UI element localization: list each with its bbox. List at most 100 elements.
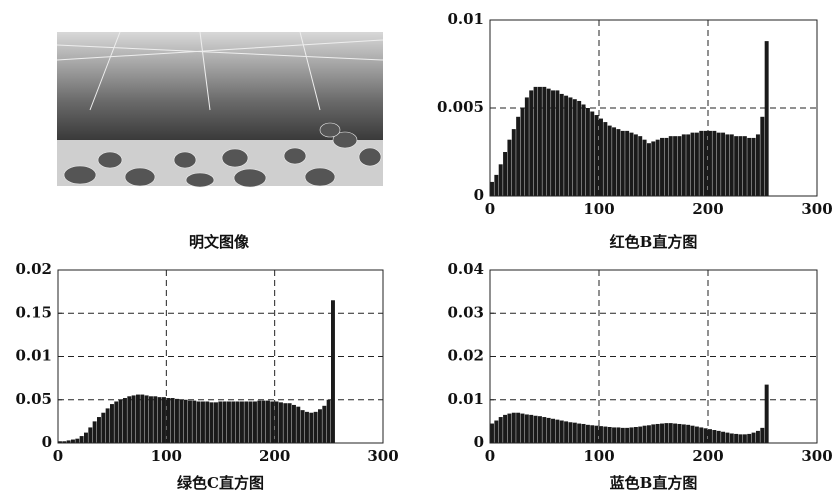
histogram-bar: [594, 425, 599, 443]
histogram-bar: [253, 401, 257, 443]
histogram-bar: [716, 430, 721, 443]
histogram-bar: [699, 130, 704, 196]
histogram-bar: [607, 125, 612, 196]
histogram-bar: [192, 400, 197, 443]
histogram-bar: [559, 93, 564, 196]
histogram-bar: [668, 136, 673, 196]
histogram-bar: [507, 139, 512, 196]
histogram-bar: [266, 400, 270, 443]
histogram-bar: [58, 441, 62, 443]
histogram-bar: [524, 414, 529, 443]
x-tick-label: 200: [259, 447, 290, 465]
histogram-bar: [66, 440, 71, 443]
histogram-bar: [729, 134, 734, 196]
histogram-bar: [533, 415, 538, 443]
histogram-bar: [205, 401, 210, 443]
histogram-bar: [71, 439, 75, 443]
histogram-bar: [607, 426, 612, 443]
histogram-bar: [686, 424, 691, 443]
histogram-bar: [542, 417, 547, 443]
histogram-bar: [755, 430, 760, 443]
histogram-bar: [764, 41, 769, 197]
histogram-bar: [231, 401, 236, 443]
histogram-bar: [620, 427, 625, 443]
histogram-bar: [725, 134, 730, 196]
histogram-bar: [75, 438, 80, 443]
histogram-bar: [222, 401, 227, 443]
histogram-bar: [546, 417, 551, 443]
histogram-bar: [283, 403, 288, 443]
histogram-bar: [572, 99, 577, 196]
histogram-bar: [127, 396, 132, 443]
histogram-bar: [300, 410, 305, 443]
histogram-bar: [529, 414, 534, 443]
chart-title: 绿色C直方图: [177, 474, 264, 492]
histogram-bar: [638, 426, 643, 443]
histogram-bar: [721, 132, 726, 196]
histogram-bar: [751, 432, 756, 443]
x-tick-label: 0: [53, 447, 63, 465]
histogram-bar: [651, 424, 656, 443]
histogram-bar: [140, 394, 145, 443]
histogram-bar: [114, 401, 119, 443]
x-tick-label: 100: [583, 200, 614, 218]
histogram-bar: [498, 417, 503, 443]
histogram-bar: [97, 417, 101, 443]
histogram-bar: [708, 130, 712, 196]
y-tick-label: 0.03: [447, 303, 484, 321]
y-tick-label: 0.01: [15, 347, 52, 365]
histogram-bar: [568, 97, 573, 196]
x-tick-label: 0: [485, 200, 495, 218]
histogram-bar: [62, 441, 67, 443]
histogram-bar: [183, 399, 188, 443]
histogram-bar: [88, 427, 93, 443]
x-tick-label: 100: [583, 447, 614, 465]
histogram-bar: [690, 425, 695, 443]
histogram-bar: [244, 401, 249, 443]
histogram-bar: [218, 401, 223, 443]
y-tick-label: 0.01: [447, 10, 484, 28]
histogram-bar: [235, 401, 240, 443]
histogram-bar: [131, 395, 136, 443]
histogram-bar: [520, 108, 525, 196]
histogram-bar: [516, 116, 521, 196]
histogram-bar: [520, 413, 525, 443]
y-tick-label: 0: [474, 186, 484, 204]
histogram-bar: [257, 400, 262, 443]
histogram-bar: [734, 136, 739, 196]
histogram-bar: [742, 434, 747, 443]
histogram-bar: [677, 136, 682, 196]
histogram-bar: [170, 398, 175, 443]
histogram-bar: [507, 413, 512, 443]
image-caption: 明文图像: [189, 233, 250, 251]
histogram-bar: [716, 132, 721, 196]
histogram-bar: [764, 384, 769, 443]
histogram-bar: [144, 395, 149, 443]
histogram-bar: [603, 426, 608, 443]
histogram-bar: [166, 398, 171, 443]
y-tick-label: 0.01: [447, 390, 484, 408]
histogram-bar: [568, 422, 573, 443]
histogram-bar: [92, 421, 97, 443]
histogram-bar: [686, 134, 691, 196]
histogram-bar: [490, 181, 494, 196]
histogram-bar: [655, 139, 660, 196]
histogram-bar: [655, 423, 660, 443]
histogram-bar: [279, 402, 283, 443]
histogram-bar: [564, 95, 569, 196]
histogram-bar: [590, 111, 595, 196]
histogram-bar: [287, 403, 292, 443]
histogram-bar: [261, 400, 266, 443]
histogram-bar: [555, 419, 560, 443]
histogram-bar: [742, 136, 747, 196]
histogram-bar: [581, 104, 586, 196]
histogram-bar: [313, 411, 318, 443]
histogram-bar: [699, 427, 704, 443]
histogram-bar: [572, 422, 577, 443]
histogram-bar: [712, 430, 717, 443]
chart-title: 蓝色B直方图: [610, 474, 698, 492]
histogram-bar: [642, 425, 647, 443]
histogram-bar: [188, 400, 192, 443]
histogram-bar: [577, 100, 582, 196]
